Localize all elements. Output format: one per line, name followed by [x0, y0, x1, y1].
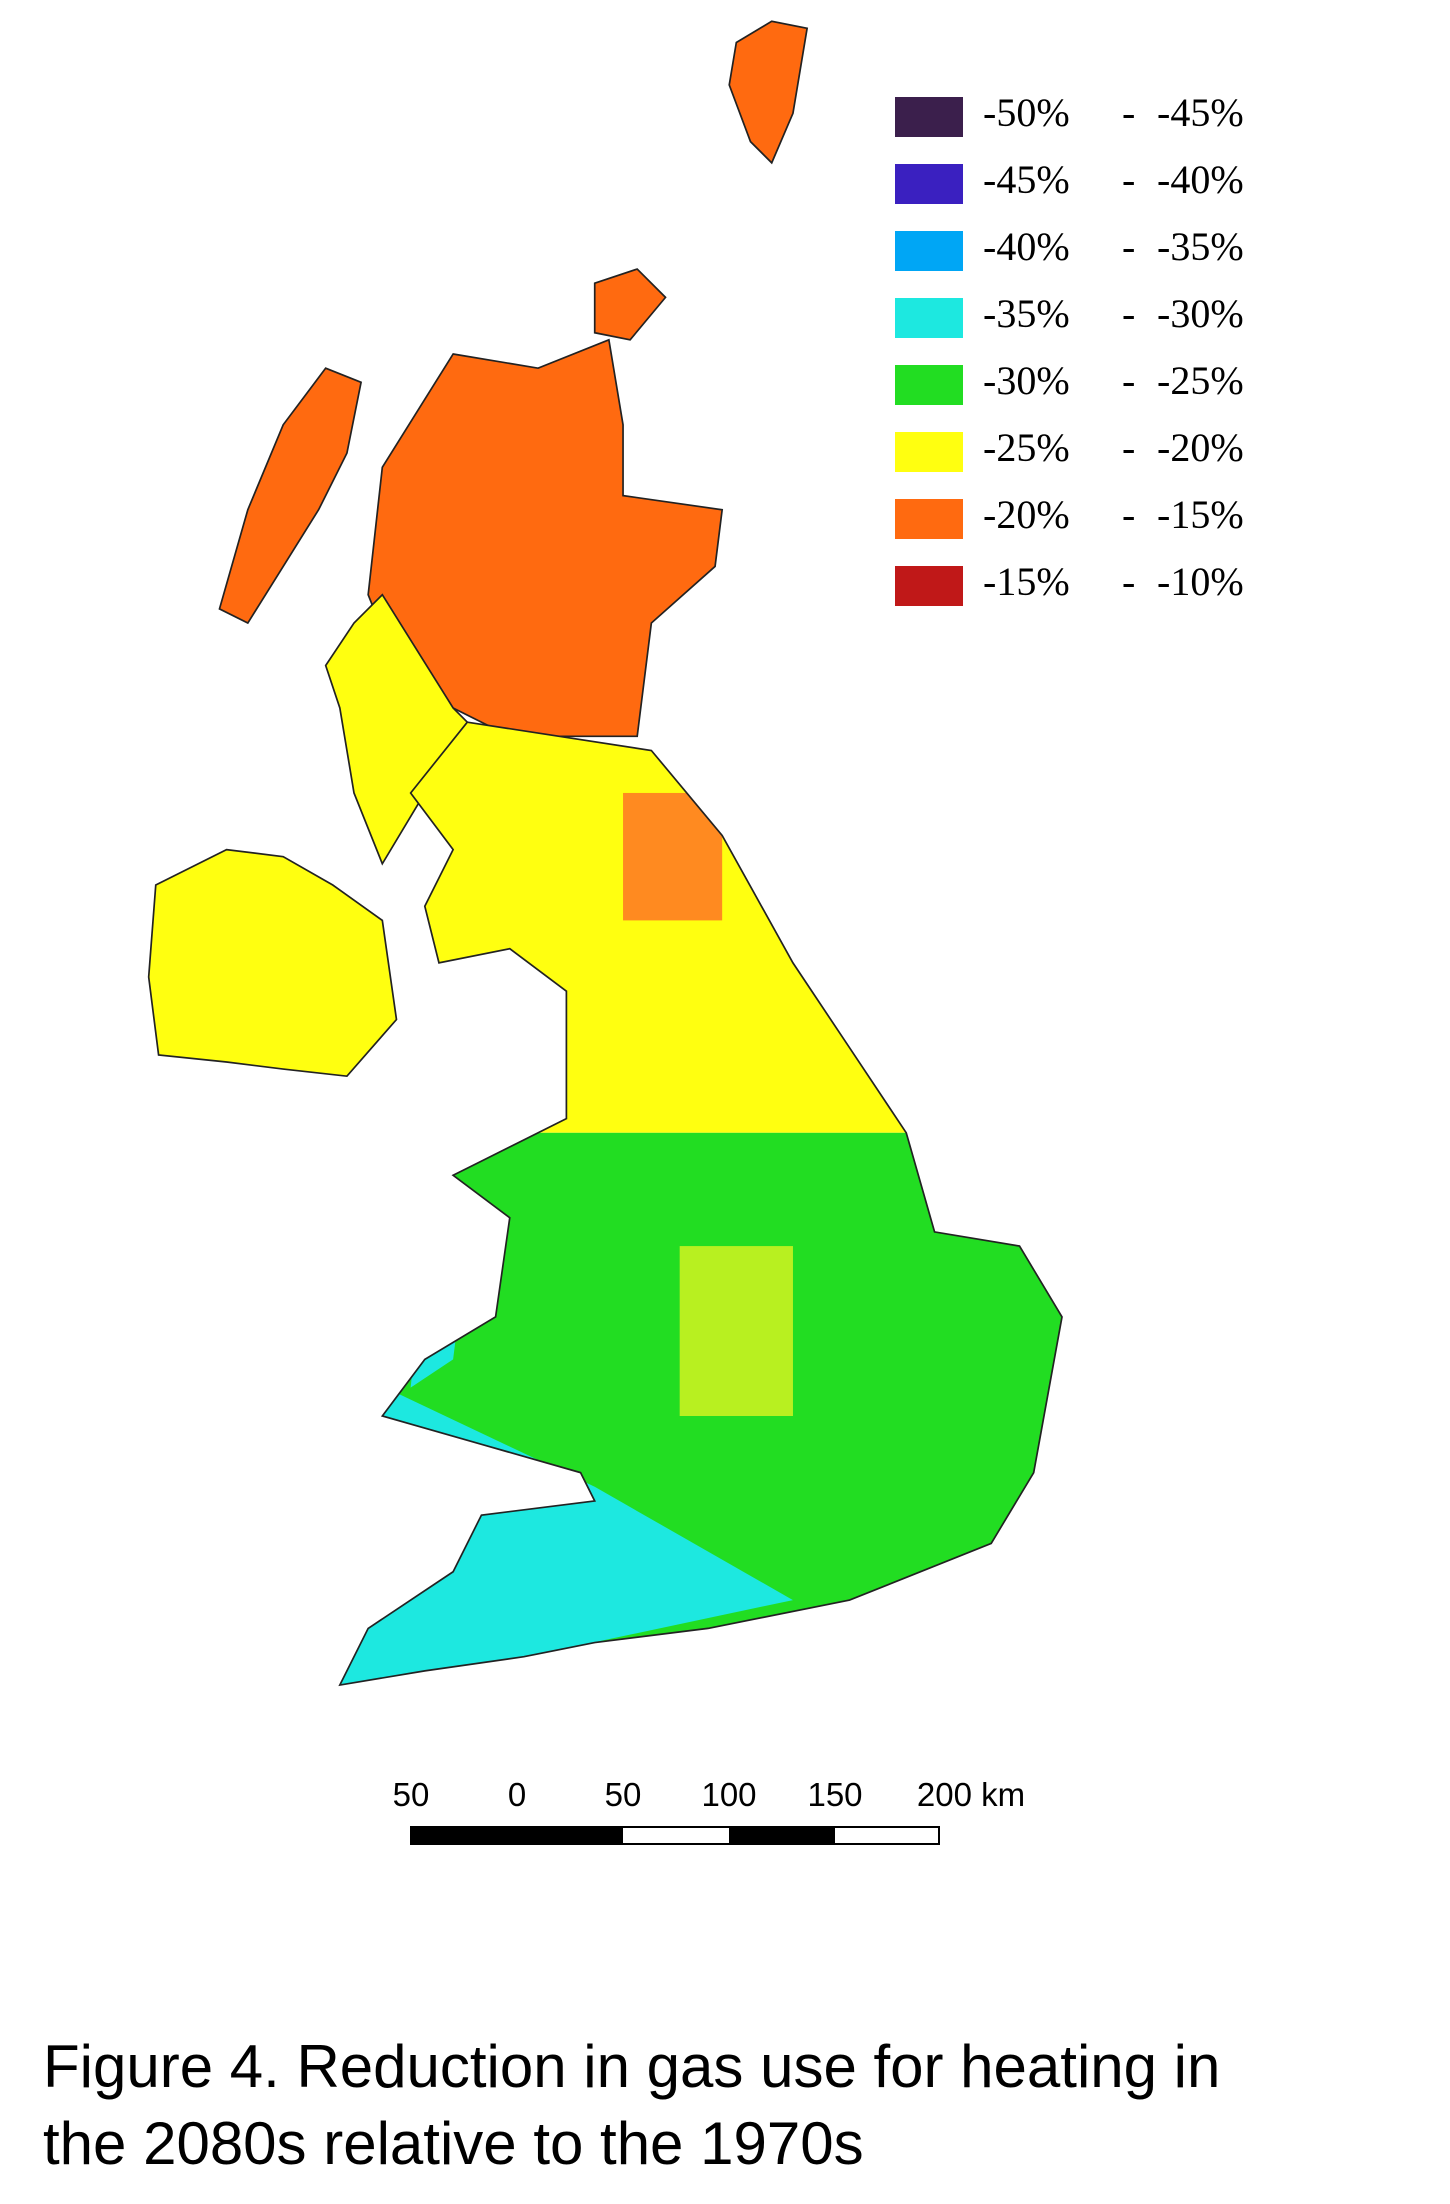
england-wales	[339, 722, 1063, 1686]
legend: -50% - -45%-45% - -40%-40% - -35%-35% - -30%-30%…	[895, 90, 1244, 606]
scale-bar-segment	[517, 1827, 623, 1844]
legend-from: -35%	[983, 291, 1070, 336]
legend-swatch	[895, 365, 963, 405]
legend-dash: -	[1122, 291, 1135, 336]
legend-dash: -	[1122, 157, 1135, 202]
legend-swatch	[895, 499, 963, 539]
orkney	[593, 268, 667, 341]
caption-line: the 2080s relative to the 1970s	[43, 2110, 864, 2177]
legend-from: -45%	[983, 157, 1070, 202]
legend-to: -45%	[1157, 90, 1244, 135]
legend-to: -35%	[1157, 224, 1244, 269]
caption-line: Figure 4. Reduction in gas use for heati…	[43, 2033, 1220, 2100]
legend-to: -10%	[1157, 559, 1244, 604]
legend-from: -50%	[983, 90, 1070, 135]
scale-label: 50	[605, 1776, 642, 1813]
legend-dash: -	[1122, 425, 1135, 470]
legend-dash: -	[1122, 90, 1135, 135]
scale-bar-segment	[729, 1827, 835, 1844]
caption: Figure 4. Reduction in gas use for heati…	[43, 2033, 1220, 2177]
legend-swatch	[895, 231, 963, 271]
legend-to: -40%	[1157, 157, 1244, 202]
legend-from: -30%	[983, 358, 1070, 403]
legend-swatch	[895, 298, 963, 338]
northern-ireland	[147, 848, 398, 1078]
scale-label: 50	[393, 1776, 430, 1813]
legend-from: -25%	[983, 425, 1070, 470]
legend-from: -15%	[983, 559, 1070, 604]
scale-label: 0	[508, 1776, 526, 1813]
legend-swatch	[895, 566, 963, 606]
scale-bar-segment	[411, 1827, 517, 1844]
legend-swatch	[895, 432, 963, 472]
shetland	[728, 20, 809, 165]
outer-hebrides	[218, 367, 363, 625]
legend-to: -30%	[1157, 291, 1244, 336]
legend-dash: -	[1122, 492, 1135, 537]
legend-to: -15%	[1157, 492, 1244, 537]
legend-dash: -	[1122, 224, 1135, 269]
scale-bar: 50 0 50 100 150 200 km	[393, 1776, 1025, 1845]
map	[147, 20, 1063, 1687]
legend-to: -20%	[1157, 425, 1244, 470]
legend-swatch	[895, 164, 963, 204]
legend-from: -40%	[983, 224, 1070, 269]
scale-label: 150	[807, 1776, 862, 1813]
legend-to: -25%	[1157, 358, 1244, 403]
legend-from: -20%	[983, 492, 1070, 537]
legend-dash: -	[1122, 358, 1135, 403]
scale-label: 200 km	[917, 1776, 1025, 1813]
legend-dash: -	[1122, 559, 1135, 604]
coastline	[338, 721, 1063, 1687]
scale-label: 100	[701, 1776, 756, 1813]
legend-swatch	[895, 97, 963, 137]
